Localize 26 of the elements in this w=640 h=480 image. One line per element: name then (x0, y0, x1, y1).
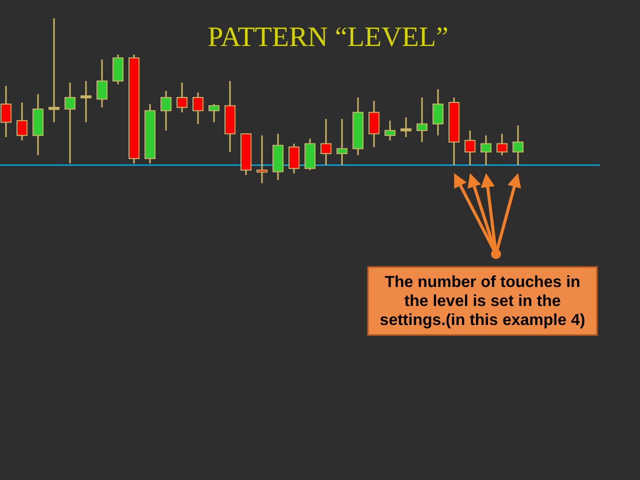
candlestick (192, 92, 204, 125)
candlestick (64, 82, 76, 164)
candlestick (80, 80, 92, 123)
candlestick (496, 133, 508, 156)
candlestick (416, 96, 428, 143)
candlestick (512, 124, 524, 166)
candlestick (112, 54, 124, 86)
candlestick (176, 82, 188, 114)
chart-title: PATTERN “LEVEL” (208, 22, 448, 53)
candlestick (208, 103, 220, 123)
candlestick (480, 134, 492, 166)
candlestick (96, 58, 108, 108)
candlestick (160, 90, 172, 132)
candlestick (16, 102, 28, 142)
candlestick (0, 85, 12, 138)
candlestick (432, 88, 444, 136)
candlestick (48, 18, 60, 123)
candlestick (256, 134, 268, 184)
candlestick (288, 142, 300, 174)
candlestick (400, 116, 412, 138)
text: The number of touches in the level is set in the settings.(in this example 4) (380, 274, 586, 329)
candlestick (464, 130, 476, 166)
candlestick (384, 120, 396, 142)
candlestick (320, 118, 332, 166)
candlestick (336, 118, 348, 166)
candlestick (368, 100, 380, 148)
